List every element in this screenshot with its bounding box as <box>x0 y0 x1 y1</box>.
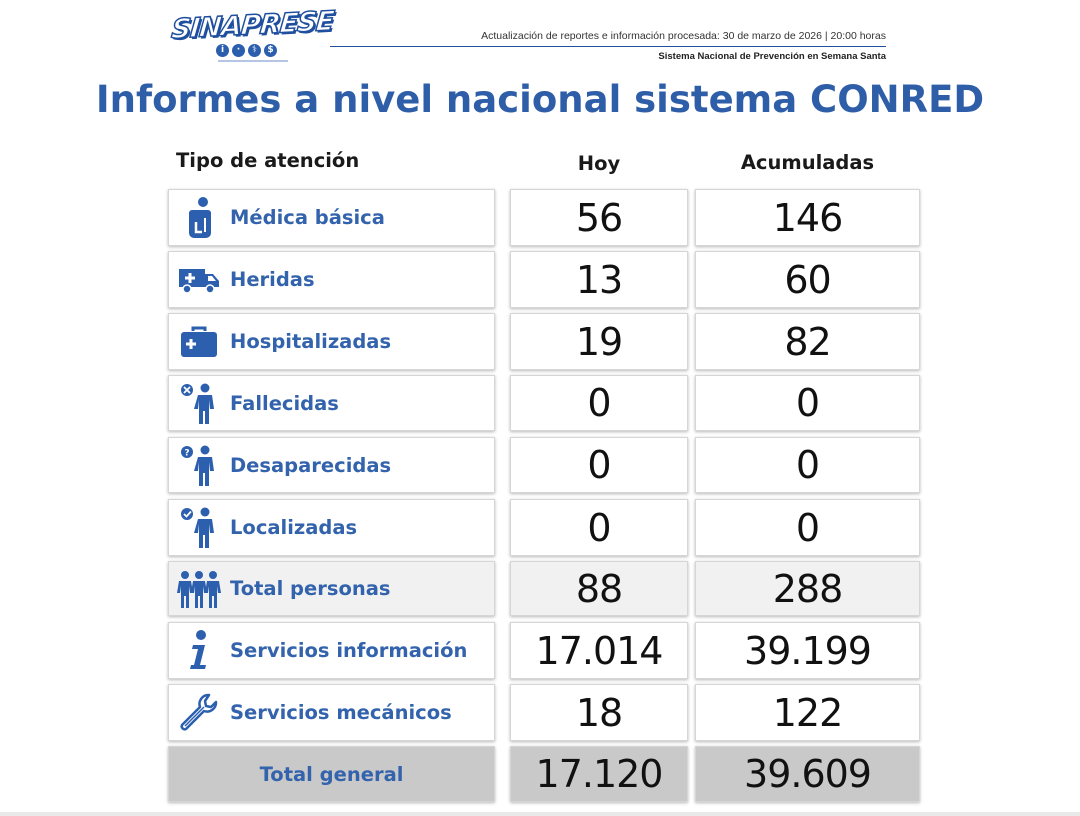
acumuladas-value: 39.609 <box>744 752 872 796</box>
row-label: Médica básica <box>230 206 385 229</box>
acumuladas-cell: 39.609 <box>695 746 920 802</box>
person-x-icon <box>177 382 221 426</box>
acumuladas-cell: 122 <box>695 684 920 741</box>
row-servicios-informacion: Servicios información <box>168 622 495 679</box>
acumuladas-value: 82 <box>784 319 831 364</box>
acumuladas-value: 0 <box>795 443 820 487</box>
acumuladas-value: 60 <box>784 257 831 302</box>
hoy-cell: 56 <box>510 189 688 246</box>
hoy-value: 0 <box>587 505 611 550</box>
acumuladas-value: 122 <box>772 690 844 735</box>
hoy-value: 88 <box>575 566 623 611</box>
acumuladas-cell: 0 <box>695 375 920 431</box>
hoy-cell: 0 <box>510 375 688 431</box>
row-label: Servicios información <box>230 639 468 662</box>
svg-text:?: ? <box>184 449 189 459</box>
acumuladas-value: 146 <box>772 195 844 240</box>
hoy-value: 56 <box>575 195 623 240</box>
logo-text: SINAPRESE <box>169 5 335 46</box>
first-aid-kit-icon <box>177 320 221 364</box>
hoy-cell: 13 <box>510 251 688 308</box>
medical-person-icon <box>177 196 221 240</box>
hoy-value: 17.120 <box>535 752 664 796</box>
acumuladas-cell: 60 <box>695 251 920 308</box>
row-fallecidas: Fallecidas <box>168 375 495 431</box>
row-servicios-mecanicos: Servicios mecánicos <box>168 684 495 741</box>
hoy-cell: 19 <box>510 313 688 370</box>
row-heridas: Heridas <box>168 251 495 308</box>
logo-tagline <box>218 60 288 62</box>
acumuladas-cell: 82 <box>695 313 920 370</box>
acumuladas-value: 0 <box>795 505 820 550</box>
acumuladas-value: 0 <box>795 381 820 425</box>
hoy-cell: 0 <box>510 499 688 556</box>
acumuladas-value: 39.199 <box>744 628 872 673</box>
hoy-cell: 17.120 <box>510 746 688 802</box>
row-label: Heridas <box>230 268 315 291</box>
hoy-value: 17.014 <box>535 628 664 673</box>
hoy-cell: 18 <box>510 684 688 741</box>
hoy-value: 19 <box>575 319 623 364</box>
info-icon <box>177 629 221 673</box>
hoy-cell: 17.014 <box>510 622 688 679</box>
logo-info-icon: i <box>216 44 229 57</box>
row-label: Total general <box>259 762 404 786</box>
ambulance-icon <box>177 258 221 302</box>
acumuladas-cell: 39.199 <box>695 622 920 679</box>
header-divider <box>330 46 886 47</box>
row-label: Total personas <box>230 577 391 600</box>
column-header-tipo: Tipo de atención <box>176 149 360 172</box>
person-check-icon <box>177 506 221 550</box>
acumuladas-cell: 146 <box>695 189 920 246</box>
hoy-cell: 0 <box>510 437 688 493</box>
column-header-hoy: Hoy <box>577 152 621 175</box>
group-people-icon <box>177 568 221 612</box>
row-hospitalizadas: Hospitalizadas <box>168 313 495 370</box>
system-name: Sistema Nacional de Prevención en Semana… <box>658 51 886 62</box>
sinaprese-logo: SINAPRESE i · ⚕ $ <box>169 5 336 66</box>
hoy-value: 13 <box>575 257 623 302</box>
row-label: Localizadas <box>230 516 358 539</box>
row-total-personas: Total personas <box>168 561 495 616</box>
logo-dollar-icon: $ <box>264 44 277 57</box>
logo-medical-icon: ⚕ <box>248 44 261 57</box>
person-question-icon: ? <box>177 444 221 488</box>
logo-dot-icon: · <box>232 44 245 57</box>
hoy-value: 0 <box>587 381 611 425</box>
row-label: Desaparecidas <box>230 453 392 477</box>
row-label: Hospitalizadas <box>230 330 392 353</box>
column-header-acumuladas: Acumuladas <box>740 151 875 174</box>
hoy-cell: 88 <box>510 561 688 616</box>
row-medica-basica: Médica básica <box>168 189 495 246</box>
row-desaparecidas: ? Desaparecidas <box>168 437 495 493</box>
acumuladas-cell: 0 <box>695 499 920 556</box>
hoy-value: 0 <box>587 443 611 487</box>
row-total-general: Total general <box>168 746 495 802</box>
acumuladas-cell: 288 <box>695 561 920 616</box>
logo-icons: i · ⚕ $ <box>216 44 277 57</box>
page-title: Informes a nivel nacional sistema CONRED <box>95 78 985 121</box>
row-localizadas: Localizadas <box>168 499 495 556</box>
update-timestamp: Actualización de reportes e información … <box>481 30 886 42</box>
acumuladas-value: 288 <box>772 566 844 611</box>
row-label: Fallecidas <box>230 391 339 415</box>
row-label: Servicios mecánicos <box>230 701 452 724</box>
hoy-value: 18 <box>575 690 623 735</box>
wrench-icon <box>177 691 221 735</box>
acumuladas-cell: 0 <box>695 437 920 493</box>
